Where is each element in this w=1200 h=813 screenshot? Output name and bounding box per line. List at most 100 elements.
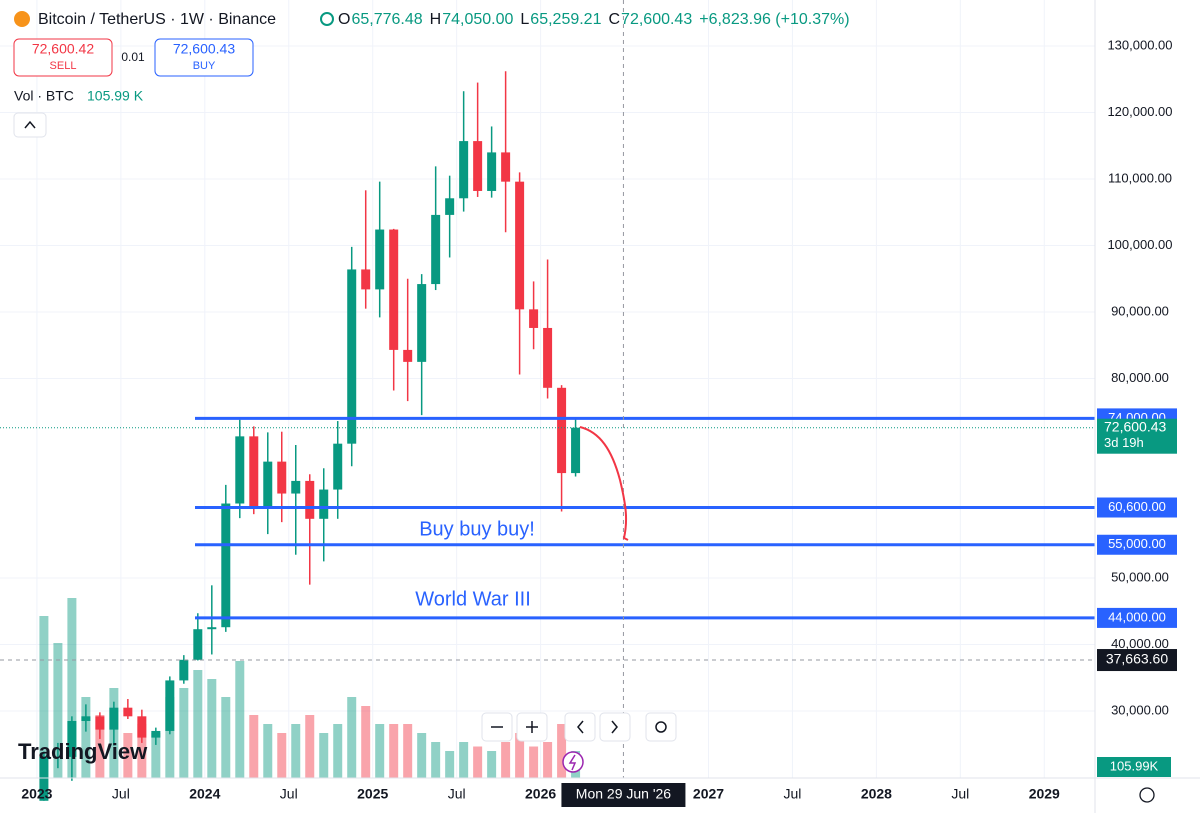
- ohlc-change: +6,823.96 (+10.37%): [699, 11, 849, 28]
- annotation: Buy buy buy!: [419, 518, 535, 540]
- volume-bar: [137, 724, 147, 778]
- crosshair-tag: [1097, 649, 1177, 672]
- candle-body: [39, 756, 49, 801]
- volume-bar: [529, 746, 539, 778]
- volume-bar: [235, 661, 245, 778]
- candle-body: [165, 680, 175, 731]
- plus-icon: [526, 721, 538, 733]
- volume-tag: [1097, 757, 1171, 777]
- x-tick-label: 2027: [693, 786, 724, 802]
- candle-body: [487, 152, 497, 191]
- overlay: 74,000.0060,600.0055,000.0044,000.0072,6…: [0, 0, 1177, 807]
- candle-body: [277, 461, 287, 494]
- candle-body: [431, 214, 441, 285]
- candle-body: [473, 141, 483, 191]
- volume-bar: [151, 733, 161, 778]
- candle-body: [95, 716, 105, 730]
- buy-button[interactable]: [154, 38, 254, 77]
- x-tick-label: 2026: [525, 786, 556, 802]
- candle-body: [347, 269, 357, 444]
- ohlc-high: 74,050.00: [442, 11, 513, 28]
- alert-icon[interactable]: [562, 751, 584, 773]
- candle-body: [515, 181, 525, 310]
- volume-bar: [207, 679, 217, 778]
- volume-bar: [95, 715, 105, 778]
- candle-body: [109, 707, 119, 730]
- volume-bar: [305, 715, 315, 778]
- volume-bar: [459, 742, 469, 778]
- scroll-right[interactable]: [599, 712, 631, 742]
- coin-icon: [14, 11, 30, 27]
- y-tick-label: 50,000.00: [1111, 569, 1169, 584]
- level-label: 44,000.00: [1108, 609, 1166, 624]
- y-tick-label: 100,000.00: [1107, 237, 1172, 252]
- annotation: World War III: [415, 588, 531, 610]
- crosshair-x-tag: [561, 783, 686, 807]
- sell-label[interactable]: SELL: [50, 60, 77, 72]
- reset-icon: [655, 721, 667, 733]
- x-tick-label: Jul: [783, 786, 801, 802]
- level-tag: [1097, 607, 1177, 628]
- y-tick-label: 80,000.00: [1111, 370, 1169, 385]
- candle-body: [501, 152, 511, 182]
- ohlc-open: 65,776.48: [351, 11, 422, 28]
- candle-body: [571, 427, 581, 474]
- sell-button[interactable]: [13, 38, 113, 77]
- volume-bar: [81, 697, 91, 778]
- level-tag: [1097, 534, 1177, 555]
- volume-bar: [473, 746, 483, 778]
- nav-controls: [481, 712, 677, 742]
- buy-price[interactable]: 72,600.43: [173, 41, 235, 57]
- volume-bar: [445, 751, 455, 778]
- volume-bar: [431, 742, 441, 778]
- candle-body: [389, 229, 399, 350]
- crosshair-label: 37,663.60: [1106, 651, 1168, 667]
- bolt: [568, 754, 577, 771]
- candle-body: [529, 309, 539, 328]
- candle-body: [151, 730, 161, 738]
- x-tick-label: 2029: [1029, 786, 1060, 802]
- ohlc-header: O 65,776.48 H 74,050.00 L 65,259.21 C 72,600.43…: [338, 11, 850, 28]
- x-tick-label: Jul: [280, 786, 298, 802]
- candle-body: [53, 756, 63, 758]
- candle-body: [417, 284, 427, 362]
- settings-icon[interactable]: [1139, 787, 1155, 803]
- ohlc-h-label: H: [430, 11, 442, 28]
- volume-bar: [361, 706, 371, 778]
- last-price-label: 72,600.43: [1104, 418, 1166, 434]
- drawn-curve: [579, 426, 629, 541]
- buy-label[interactable]: BUY: [193, 60, 216, 72]
- candle-body: [305, 480, 315, 519]
- ohlc-close: 72,600.43: [621, 11, 692, 28]
- y-tick-label: 110,000.00: [1108, 170, 1172, 185]
- volume-bar: [515, 733, 525, 778]
- ohlc-o-label: O: [338, 11, 350, 28]
- volume-bar: [179, 688, 189, 778]
- candle-body: [263, 461, 273, 507]
- volume-bar: [501, 742, 511, 778]
- volume-bar: [165, 697, 175, 778]
- candle-body: [375, 229, 385, 290]
- sell-price[interactable]: 72,600.42: [32, 41, 94, 57]
- volume-bar: [39, 616, 49, 778]
- reset[interactable]: [645, 712, 677, 742]
- x-tick-label: 2024: [189, 786, 220, 802]
- candle-body: [137, 716, 147, 738]
- ohlc-l-label: L: [520, 11, 529, 28]
- crosshair-x-label: Mon 29 Jun '26: [576, 786, 672, 802]
- collapse-button[interactable]: [13, 112, 47, 138]
- volume-bar: [67, 598, 77, 778]
- candle-body: [459, 141, 469, 199]
- y-tick-label: 90,000.00: [1111, 303, 1169, 318]
- scroll-left[interactable]: [564, 712, 596, 742]
- last-price-tag: [1097, 418, 1177, 454]
- x-tick-label: Jul: [448, 786, 466, 802]
- y-tick-label: 40,000.00: [1111, 636, 1169, 651]
- x-tick-label: Jul: [951, 786, 969, 802]
- volume-bar: [375, 724, 385, 778]
- volume-bar: [487, 751, 497, 778]
- logo: TradingView: [18, 739, 148, 764]
- volume-bar: [291, 724, 301, 778]
